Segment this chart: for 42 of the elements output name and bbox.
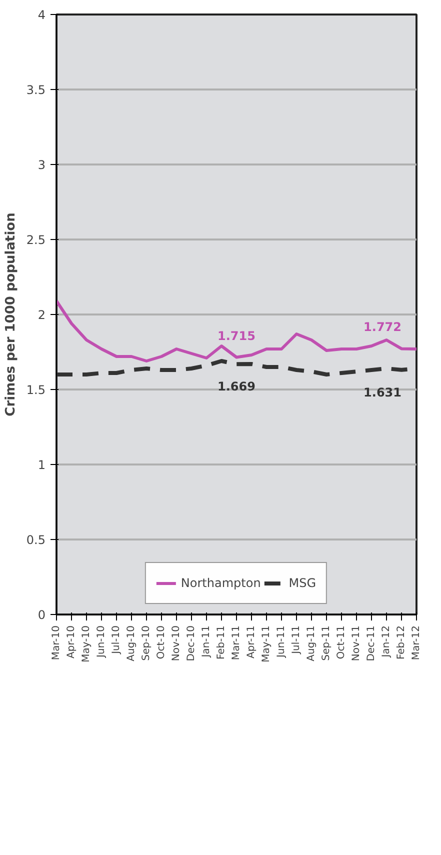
x-tick-label: Feb-11	[216, 625, 227, 660]
x-tick-label: Aug-10	[126, 626, 137, 662]
x-tick-label: Jul-10	[111, 625, 122, 655]
x-tick-label: May-11	[261, 625, 272, 662]
x-tick-label: Jun-11	[276, 625, 287, 658]
annotation: 1.715	[218, 328, 256, 343]
x-tick-label: Sep-11	[321, 625, 332, 661]
y-tick-label: 2.5	[26, 233, 46, 247]
x-tick-label: Apr-11	[246, 625, 257, 658]
x-tick-label: Dec-10	[186, 625, 197, 662]
x-tick-label: Oct-10	[156, 626, 167, 660]
annotation: 1.631	[364, 385, 402, 400]
annotation: 1.772	[364, 320, 402, 334]
legend-label: Northampton	[180, 576, 261, 590]
y-tick-label: 0.5	[26, 533, 46, 547]
x-tick-label: Sep-10	[141, 625, 152, 661]
x-tick-label: Jun-10	[96, 625, 107, 658]
x-tick-label: Oct-11	[336, 626, 347, 660]
x-tick-label: Aug-11	[306, 626, 317, 662]
y-tick-label: 2	[38, 308, 46, 322]
x-tick-label: Mar-10	[51, 626, 62, 660]
x-tick-label: May-10	[81, 625, 92, 662]
x-tick-label: Mar-12	[411, 626, 422, 660]
line-series	[56, 300, 416, 362]
y-axis-title: Crimes per 1000 population	[3, 212, 18, 416]
y-tick-label: 1	[38, 458, 46, 472]
x-tick-label: Dec-11	[366, 625, 377, 662]
y-tick-label: 3.5	[26, 83, 46, 97]
y-tick-label: 1.5	[26, 383, 46, 397]
y-tick-label: 3	[38, 158, 46, 172]
x-tick-label: Apr-10	[66, 625, 77, 658]
annotation: 1.669	[218, 380, 256, 394]
x-tick-label: Jan-11	[201, 626, 212, 658]
x-tick-label: Jul-11	[291, 625, 302, 655]
x-tick-label: Feb-12	[396, 625, 407, 660]
x-tick-label: Nov-10	[171, 625, 182, 662]
y-tick-label: 4	[38, 8, 46, 22]
x-tick-label: Nov-11	[351, 625, 362, 662]
x-tick-label: Jan-12	[381, 626, 392, 658]
y-tick-label: 0	[38, 608, 46, 622]
legend-label: MSG	[288, 576, 316, 590]
x-tick-label: Mar-11	[231, 626, 242, 660]
